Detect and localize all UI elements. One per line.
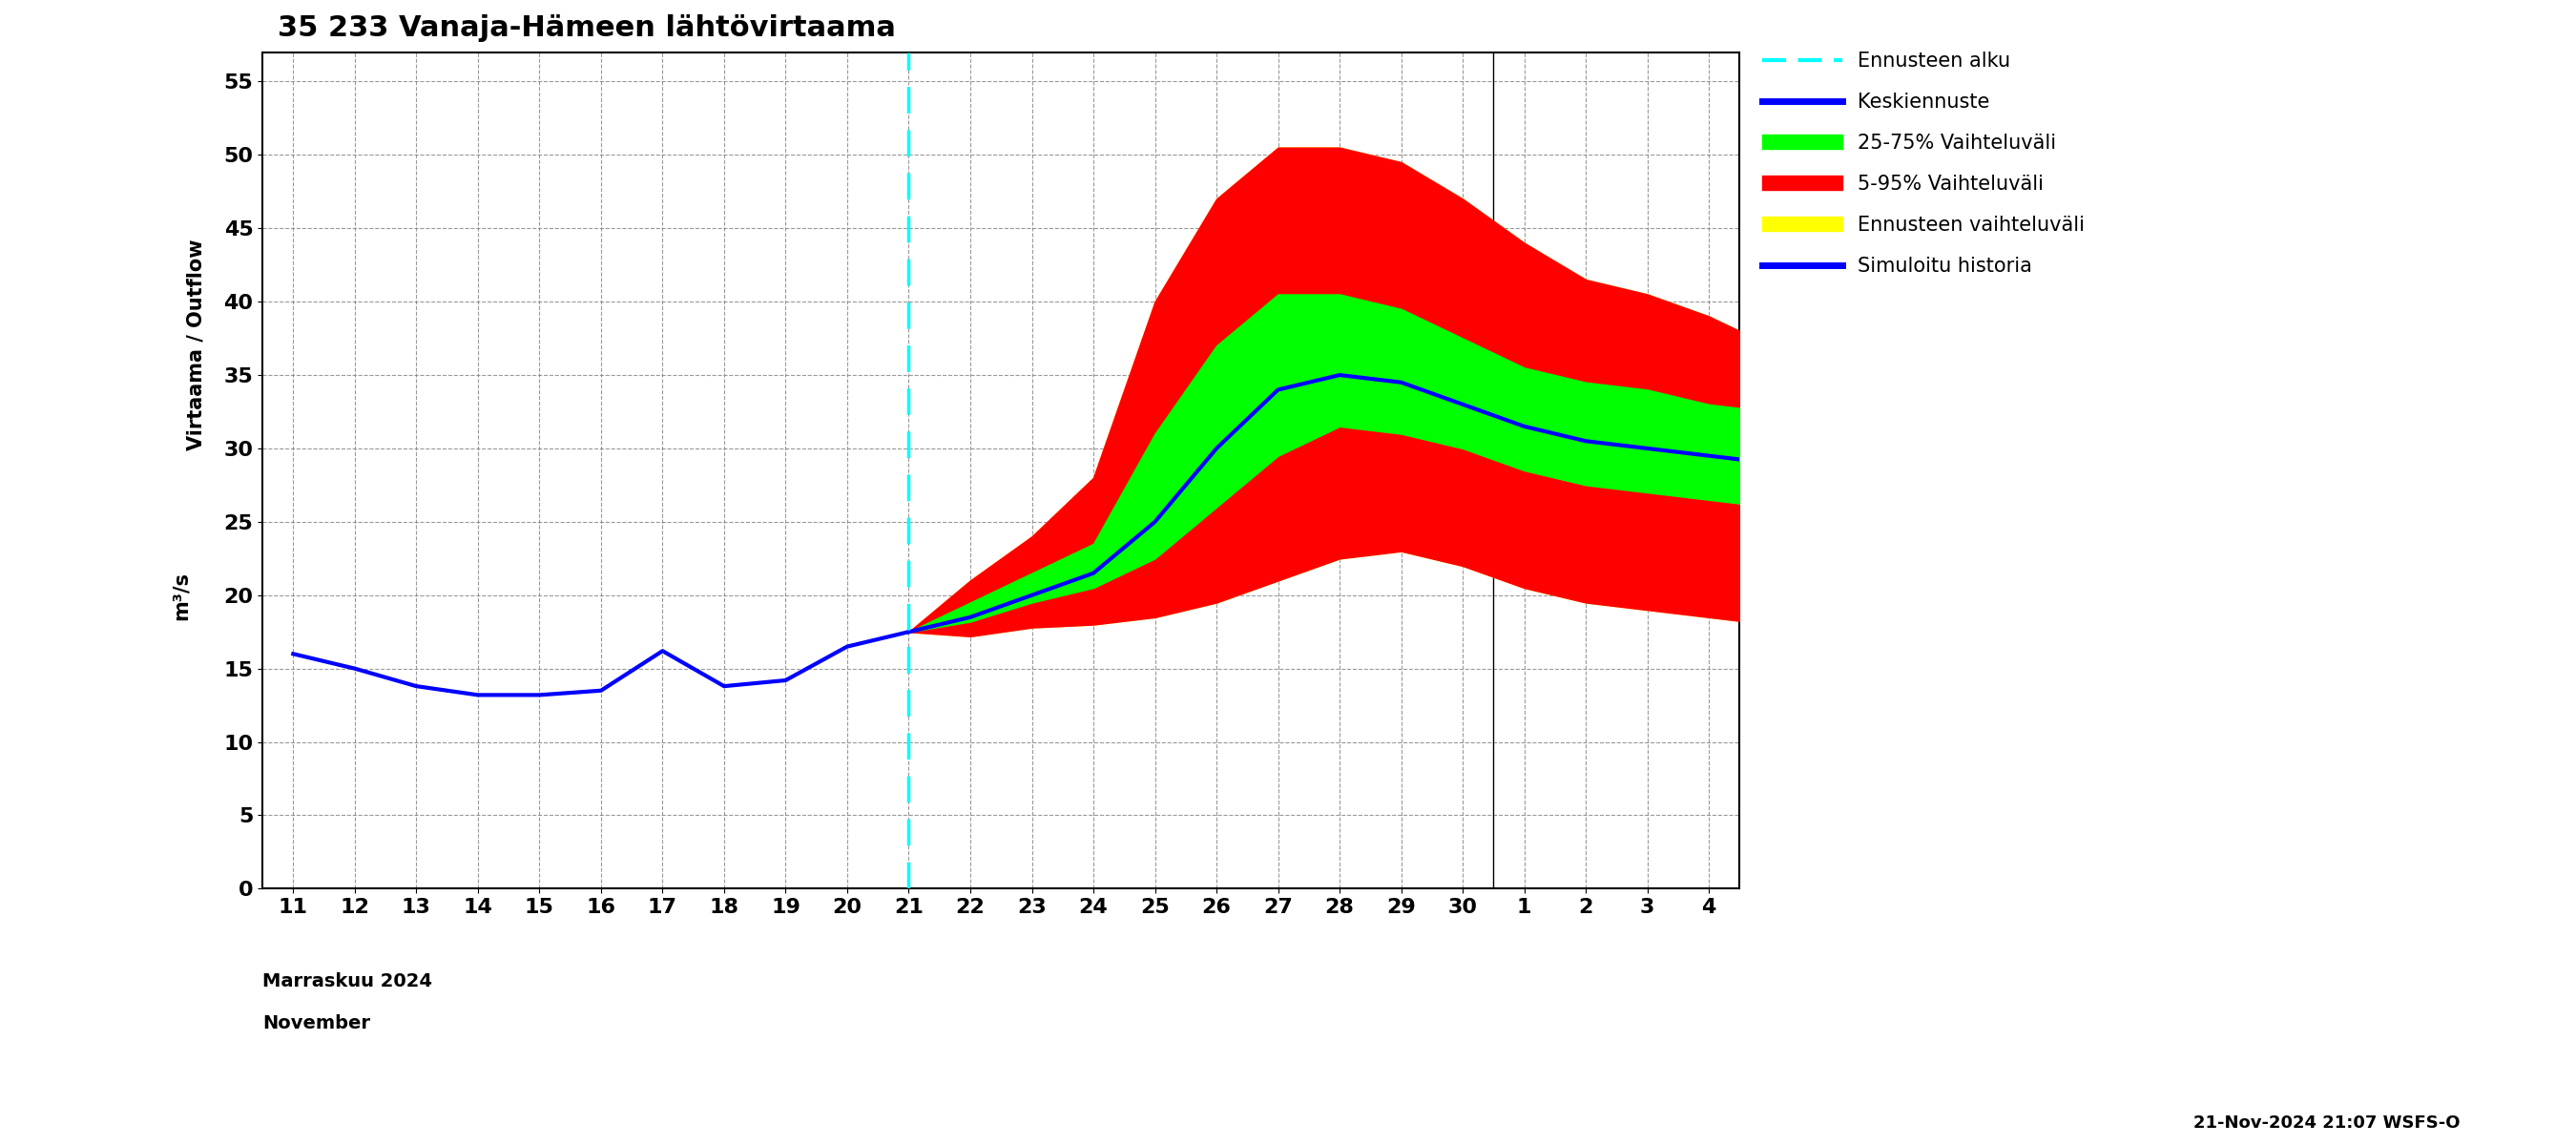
Text: Marraskuu 2024: Marraskuu 2024 <box>263 972 433 990</box>
Legend: Ennusteen alku, Keskiennuste, 25-75% Vaihteluväli, 5-95% Vaihteluväli, Ennusteen: Ennusteen alku, Keskiennuste, 25-75% Vai… <box>1754 44 2092 284</box>
Text: Virtaama / Outflow: Virtaama / Outflow <box>185 239 206 451</box>
Text: November: November <box>263 1014 371 1033</box>
Text: 21-Nov-2024 21:07 WSFS-O: 21-Nov-2024 21:07 WSFS-O <box>2192 1114 2460 1131</box>
Text: m³/s: m³/s <box>173 571 191 621</box>
Text: 35 233 Vanaja-Hämeen lähtövirtaama: 35 233 Vanaja-Hämeen lähtövirtaama <box>278 14 896 42</box>
